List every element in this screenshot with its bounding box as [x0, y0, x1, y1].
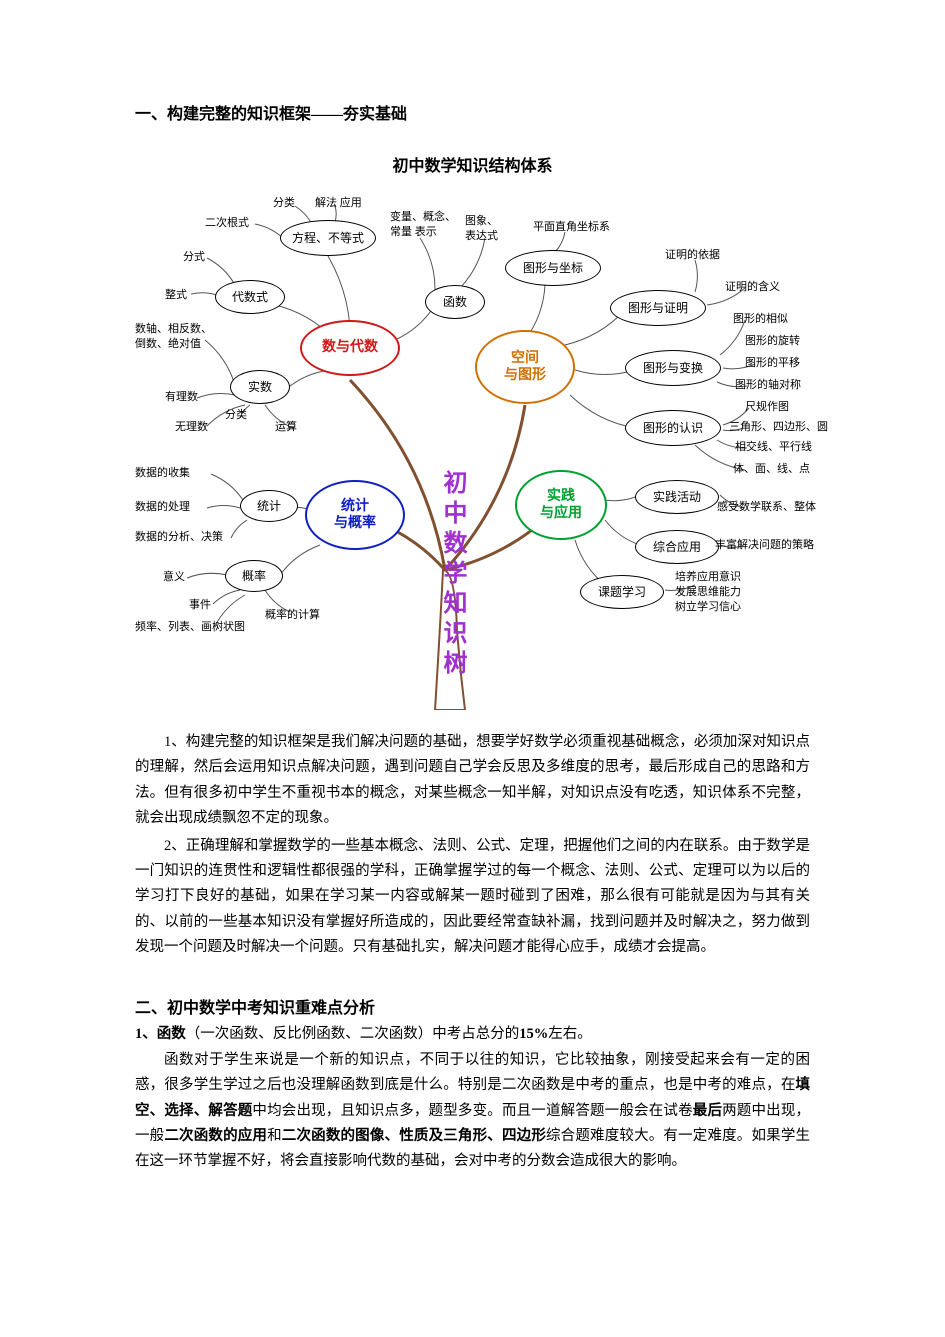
- major-node-space: 空间与图形: [475, 330, 575, 404]
- tree-leaf-28: 数据的分析、决策: [135, 530, 223, 545]
- tree-node-8: 统计: [240, 490, 298, 522]
- sub2-rest: （一次函数、反比例函数、二次函数）中考占总分的: [186, 1026, 520, 1042]
- tree-leaf-20: 三角形、四边形、圆: [729, 420, 828, 435]
- p3-f: 二次函数的应用: [164, 1128, 267, 1144]
- diagram-title: 初中数学知识结构体系: [135, 152, 810, 176]
- tree-leaf-26: 数据的收集: [135, 466, 190, 481]
- tree-leaf-21: 相交线、平行线: [735, 440, 812, 455]
- tree-node-5: 图形与证明: [610, 290, 706, 326]
- tree-leaf-14: 证明的含义: [725, 280, 780, 295]
- sub2-pct: 15%: [519, 1026, 548, 1042]
- tree-leaf-8: 分类: [225, 408, 247, 423]
- tree-node-9: 概率: [225, 560, 283, 592]
- tree-leaf-2: 二次根式: [205, 216, 249, 231]
- p3-h: 二次函数的图像、性质及三角形、四边形: [282, 1128, 546, 1144]
- tree-node-0: 方程、不等式: [280, 220, 376, 256]
- tree-leaf-17: 图形的平移: [745, 356, 800, 371]
- tree-leaf-4: 整式: [165, 288, 187, 303]
- tree-leaf-19: 尺规作图: [745, 400, 789, 415]
- tree-node-7: 图形的认识: [625, 410, 721, 446]
- section-2-heading: 二、初中数学中考知识重难点分析: [135, 994, 810, 1018]
- subsection-2-1: 1、函数（一次函数、反比例函数、二次函数）中考占总分的15%左右。: [135, 1022, 810, 1047]
- p3-g: 和: [267, 1128, 282, 1144]
- tree-node-10: 实践活动: [635, 480, 719, 514]
- tree-leaf-24: 丰富解决问题的策略: [715, 538, 814, 553]
- tree-leaf-18: 图形的轴对称: [735, 378, 801, 393]
- tree-node-2: 实数: [230, 370, 290, 404]
- major-node-stats: 统计与概率: [305, 480, 405, 550]
- major-node-practice: 实践与应用: [515, 470, 607, 540]
- knowledge-tree-diagram: 初中数学知识树 数与代数 空间与图形统计与概率 实践与应用 方程、不等式代数式实数 函数…: [135, 190, 815, 710]
- paragraph-3: 函数对于学生来说是一个新的知识点，不同于以往的知识，它比较抽象，刚接受起来会有一…: [135, 1048, 810, 1175]
- tree-leaf-7: 无理数: [175, 420, 208, 435]
- tree-leaf-9: 运算: [275, 420, 297, 435]
- tree-leaf-16: 图形的旋转: [745, 334, 800, 349]
- tree-leaf-25: 培养应用意识发展思维能力树立学习信心: [675, 570, 741, 615]
- tree-node-4: 图形与坐标: [505, 250, 601, 286]
- tree-leaf-30: 事件: [189, 598, 211, 613]
- tree-leaf-15: 图形的相似: [733, 312, 788, 327]
- sub2-tail: 左右。: [548, 1026, 592, 1042]
- tree-leaf-32: 概率的计算: [265, 608, 320, 623]
- tree-trunk-label: 初中数学知识树: [435, 470, 470, 680]
- tree-leaf-23: 感受数学联系、整体: [717, 500, 816, 515]
- tree-node-6: 图形与变换: [625, 350, 721, 386]
- tree-leaf-5: 数轴、相反数、倒数、绝对值: [135, 322, 212, 352]
- sub2-title: 函数: [157, 1026, 186, 1042]
- tree-leaf-12: 平面直角坐标系: [533, 220, 610, 235]
- tree-leaf-29: 意义: [163, 570, 185, 585]
- tree-leaf-10: 变量、概念、常量 表示: [390, 210, 456, 240]
- paragraph-2: 2、正确理解和掌握数学的一些基本概念、法则、公式、定理，把握他们之间的内在联系。…: [135, 834, 810, 961]
- tree-leaf-6: 有理数: [165, 390, 198, 405]
- tree-node-1: 代数式: [215, 280, 285, 314]
- tree-leaf-11: 图象、表达式: [465, 214, 498, 244]
- tree-node-11: 综合应用: [635, 530, 719, 564]
- p3-a: 函数对于学生来说是一个新的知识点，不同于以往的知识，它比较抽象，刚接受起来会有一…: [135, 1052, 810, 1093]
- tree-node-12: 课题学习: [580, 575, 664, 609]
- major-node-numalg: 数与代数: [300, 320, 400, 376]
- p3-d: 最后: [693, 1103, 722, 1119]
- p3-c: 中均会出现，且知识点多，题型多变。而且一道解答题一般会在试卷: [252, 1103, 692, 1119]
- tree-leaf-0: 分类: [273, 196, 295, 211]
- tree-leaf-22: 体、面、线、点: [733, 462, 810, 477]
- sub2-num: 1、: [135, 1026, 157, 1042]
- tree-leaf-3: 分式: [183, 250, 205, 265]
- tree-leaf-31: 频率、列表、画树状图: [135, 620, 245, 635]
- paragraph-1: 1、构建完整的知识框架是我们解决问题的基础，想要学好数学必须重视基础概念，必须加…: [135, 730, 810, 832]
- tree-node-3: 函数: [425, 285, 485, 319]
- tree-leaf-13: 证明的依据: [665, 248, 720, 263]
- tree-leaf-27: 数据的处理: [135, 500, 190, 515]
- tree-leaf-1: 解法 应用: [315, 196, 362, 211]
- section-1-heading: 一、构建完整的知识框架——夯实基础: [135, 100, 810, 124]
